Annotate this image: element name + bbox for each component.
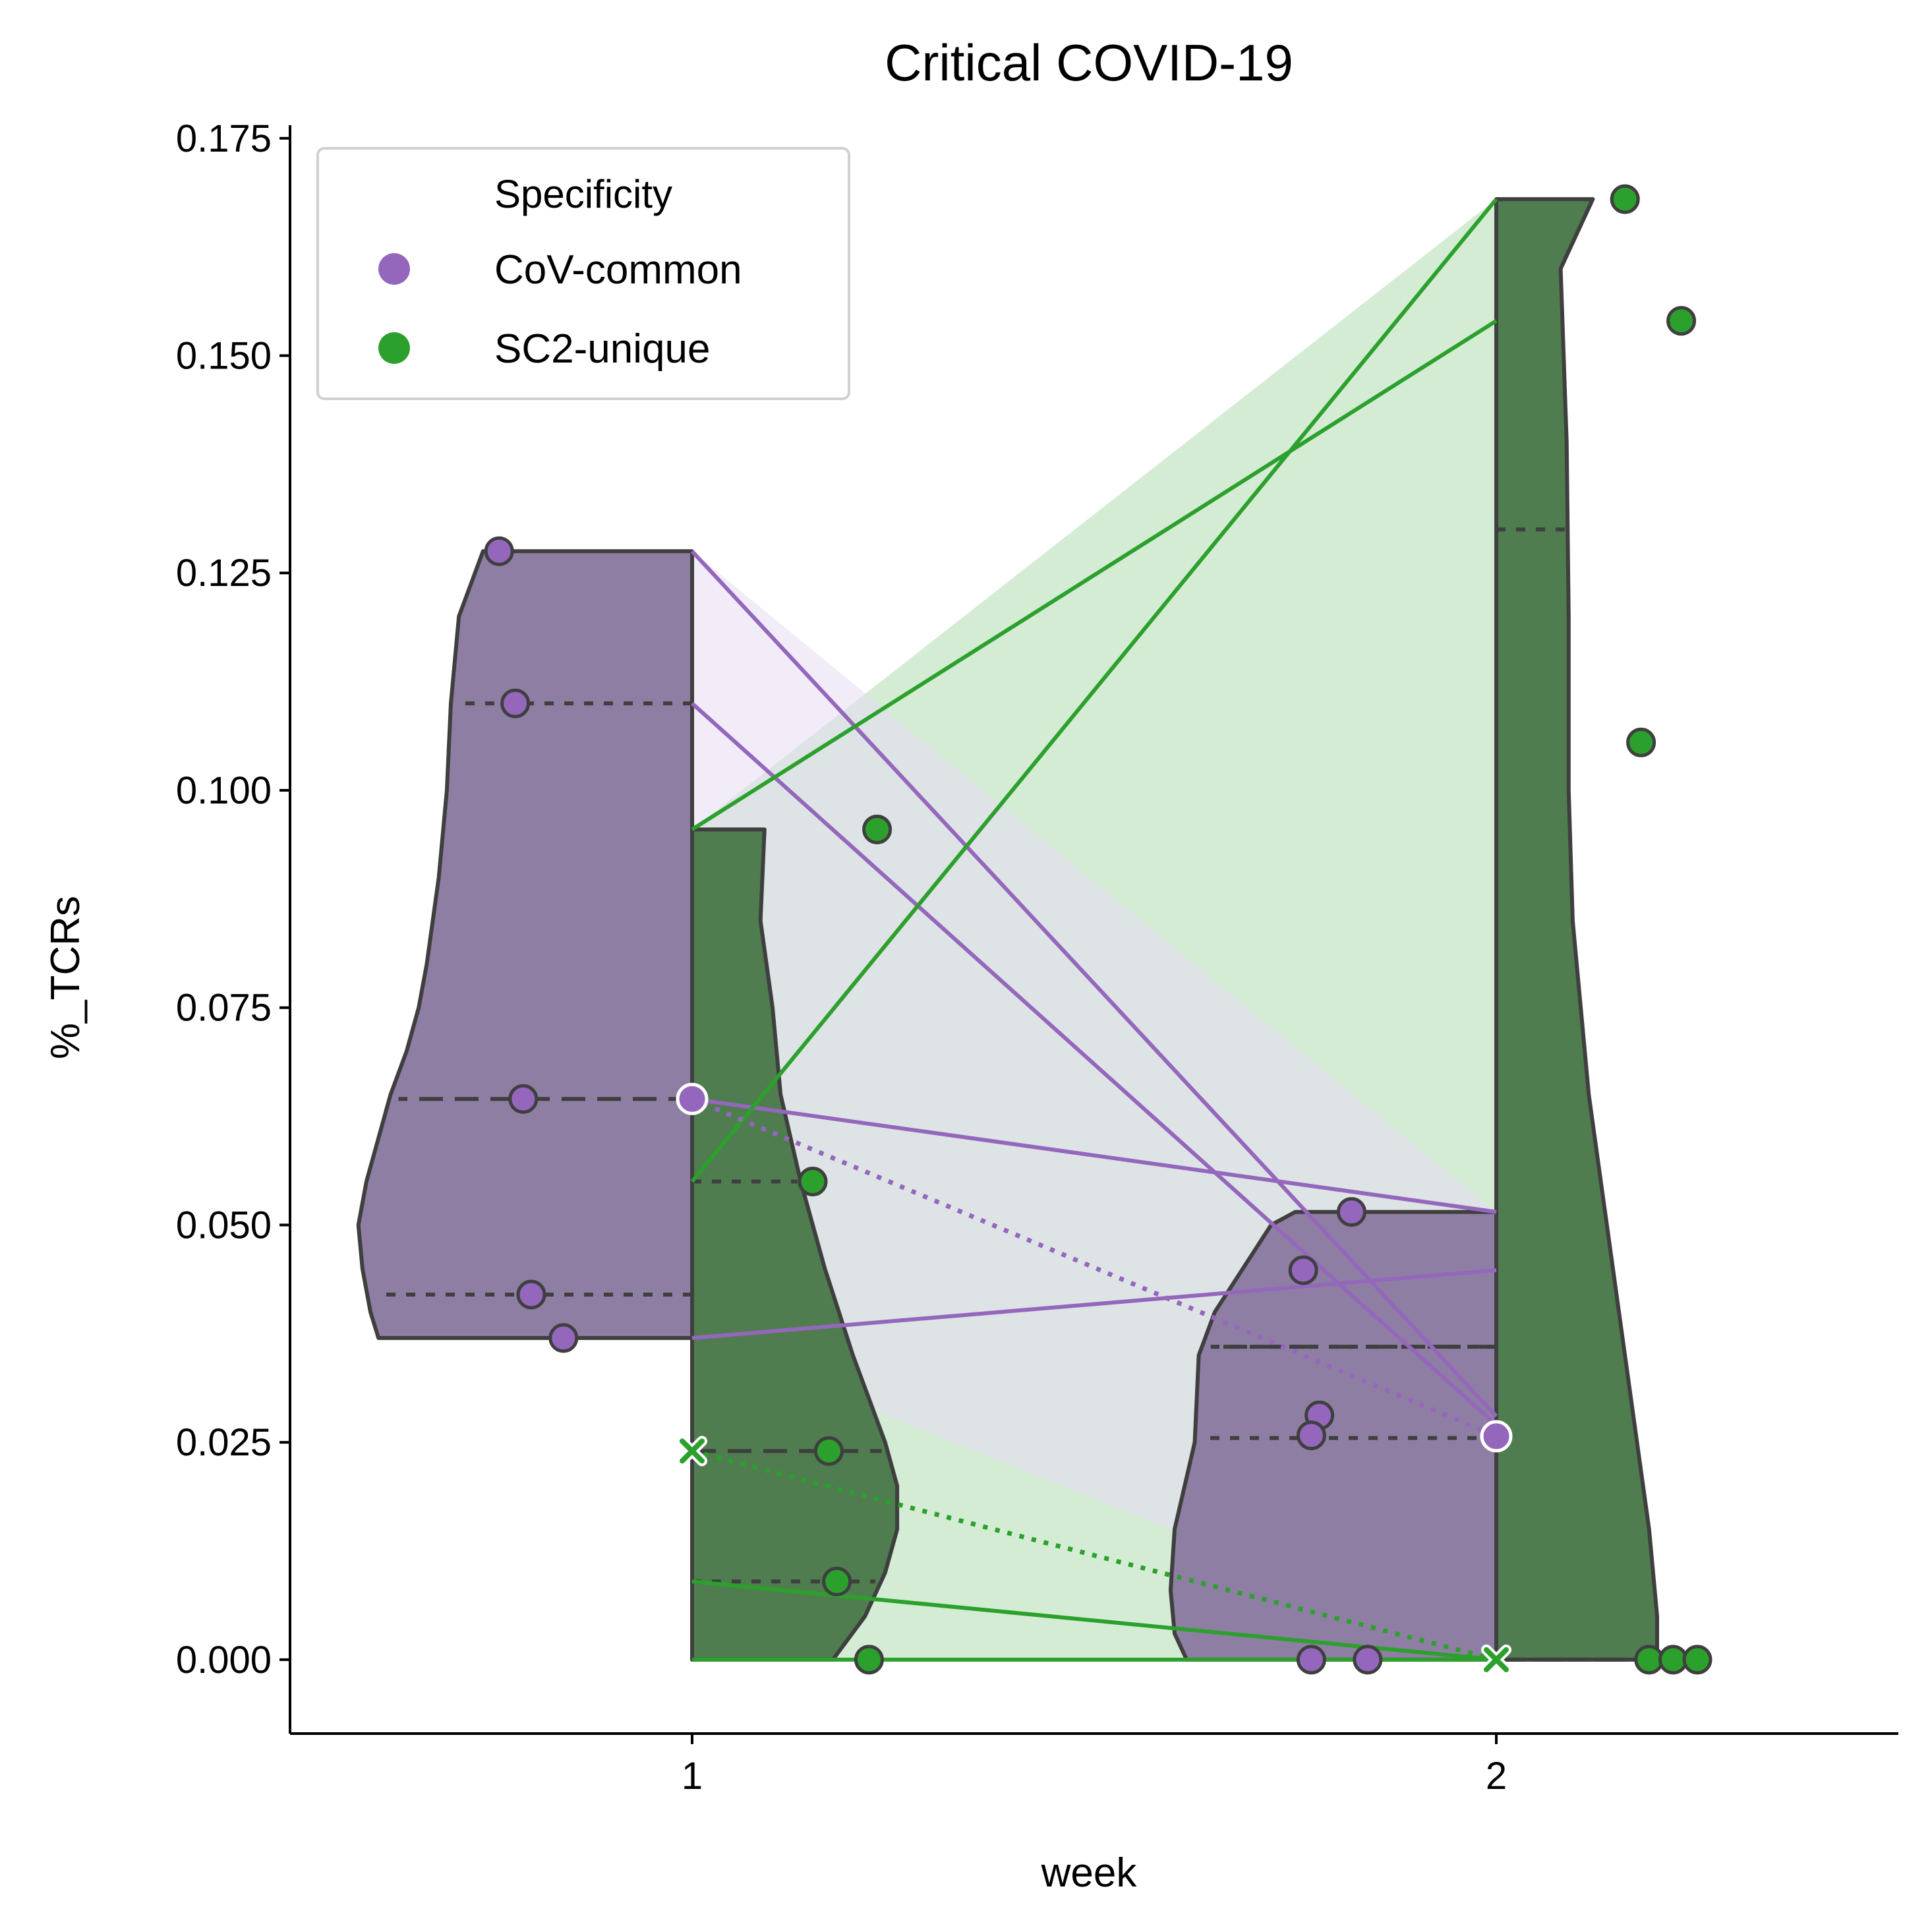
violin-sc2-unique-week-2 [1494,197,1659,1662]
data-point-sc2-unique-week-1 [813,1436,844,1466]
legend-label-sc2-unique: SC2-unique [494,326,710,372]
median-marker-cov-common-week-2 [1480,1420,1513,1453]
paired-line-cov-common-3 [691,1268,1497,1340]
data-point-sc2-unique-week-2 [1682,1645,1712,1675]
data-point-cov-common-week-1 [508,1084,539,1114]
median-marker-cov-common-week-1 [676,1082,709,1115]
data-point-sc2-unique-week-2 [1666,306,1697,336]
data-point-sc2-unique-week-1 [862,814,893,844]
data-point-sc2-unique-week-2 [1634,1645,1664,1675]
violin-cov-common-week-1 [356,549,694,1340]
paired-line-sc2-unique-0 [691,319,1498,831]
paired-line-cov-common-1 [690,701,1498,1427]
axes: 0.000 0.025 0.050 0.075 0.100 0.125 0.150 0.175… [176,117,1898,1798]
y-tick-label: 0.150 [176,335,272,378]
legend-label-cov-common: CoV-common [494,247,742,293]
x-tick-label: 2 [1486,1755,1507,1798]
data-point-sc2-unique-week-2 [1658,1645,1688,1675]
y-tick-label: 0.100 [176,769,272,812]
legend-frame [316,147,850,400]
y-tick-label: 0.025 [176,1421,272,1464]
x-tick-label: 1 [682,1755,703,1798]
data-point-cov-common-week-2 [1336,1197,1366,1227]
data-point-sc2-unique-week-1 [798,1166,828,1196]
data-point-sc2-unique-week-2 [1610,184,1640,214]
paired-line-cov-common-2 [691,1097,1497,1214]
data-point-sc2-unique-week-1 [822,1566,852,1596]
data-point-cov-common-week-2 [1353,1645,1383,1675]
data-point-cov-common-week-1 [548,1323,579,1353]
y-tick-label: 0.125 [176,552,272,595]
median-marker-sc2-unique-week-1 [680,1438,705,1464]
violins [356,197,1659,1662]
data-points [484,184,1712,1675]
y-axis-title: %_TCRs [43,896,88,1059]
data-point-cov-common-week-2 [1296,1645,1326,1675]
legend: Specificity CoV-common SC2-unique [316,147,850,400]
y-tick-label: 0.000 [176,1639,272,1681]
y-tick-label: 0.175 [176,117,272,160]
x-axis-title: week [1041,1850,1138,1896]
data-point-cov-common-week-1 [500,688,531,718]
legend-marker-cov-common [378,253,410,285]
median-marker-sc2-unique-week-2 [1484,1647,1509,1672]
median-markers [676,1082,1513,1675]
violin-cov-common-week-2 [1168,1210,1498,1662]
paired-line-sc2-unique-1 [690,198,1498,1183]
data-point-sc2-unique-week-2 [1626,727,1656,757]
paired-lines [690,198,1498,1662]
median-trend-cov-common [691,1096,1498,1439]
y-tick-label: 0.050 [176,1204,272,1246]
data-point-cov-common-week-1 [516,1279,546,1310]
data-point-sc2-unique-week-1 [854,1645,884,1675]
legend-title: Specificity [494,172,672,216]
data-point-cov-common-week-1 [484,536,514,566]
chart-title: Critical COVID-19 [885,34,1293,92]
y-tick-label: 0.075 [176,987,272,1030]
data-point-cov-common-week-2 [1288,1255,1318,1285]
data-point-cov-common-week-2 [1296,1420,1326,1451]
legend-marker-sc2-unique [378,332,410,364]
median-trend-sc2-unique [691,1448,1497,1662]
paired-line-cov-common-0 [690,550,1498,1418]
